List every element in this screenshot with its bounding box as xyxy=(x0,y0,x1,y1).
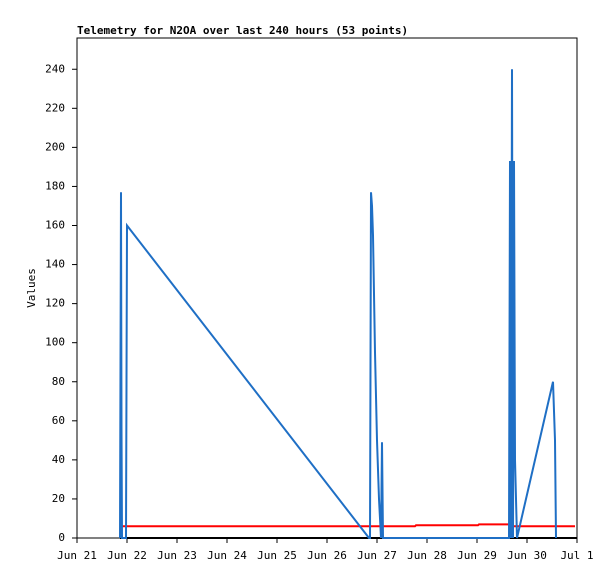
y-tick-label: 100 xyxy=(45,336,65,349)
y-tick-label: 240 xyxy=(45,62,65,75)
y-tick-label: 160 xyxy=(45,219,65,232)
x-tick-label: Jun 27 xyxy=(357,549,397,562)
y-tick-label: 120 xyxy=(45,297,65,310)
series-line xyxy=(119,69,557,539)
x-tick-label: Jun 22 xyxy=(107,549,147,562)
y-tick-label: 180 xyxy=(45,179,65,192)
x-tick-label: Jun 21 xyxy=(57,549,97,562)
y-tick-label: 140 xyxy=(45,258,65,271)
y-tick-label: 220 xyxy=(45,101,65,114)
y-tick-label: 20 xyxy=(52,492,65,505)
y-tick-label: 80 xyxy=(52,375,65,388)
x-tick-label: Jul 1 xyxy=(560,549,593,562)
y-tick-label: 200 xyxy=(45,140,65,153)
y-axis-label: Values xyxy=(25,268,38,308)
y-tick-label: 60 xyxy=(52,414,65,427)
x-tick-label: Jun 24 xyxy=(207,549,247,562)
series-line xyxy=(120,523,575,528)
y-tick-label: 0 xyxy=(58,531,65,544)
x-tick-label: Jun 26 xyxy=(307,549,347,562)
y-tick-label: 40 xyxy=(52,453,65,466)
x-tick-label: Jun 30 xyxy=(507,549,547,562)
x-tick-label: Jun 23 xyxy=(157,549,197,562)
x-tick-label: Jun 25 xyxy=(257,549,297,562)
chart-title: Telemetry for N2OA over last 240 hours (… xyxy=(77,24,408,37)
x-tick-label: Jun 29 xyxy=(457,549,497,562)
plot-frame xyxy=(76,37,578,539)
x-tick-label: Jun 28 xyxy=(407,549,447,562)
